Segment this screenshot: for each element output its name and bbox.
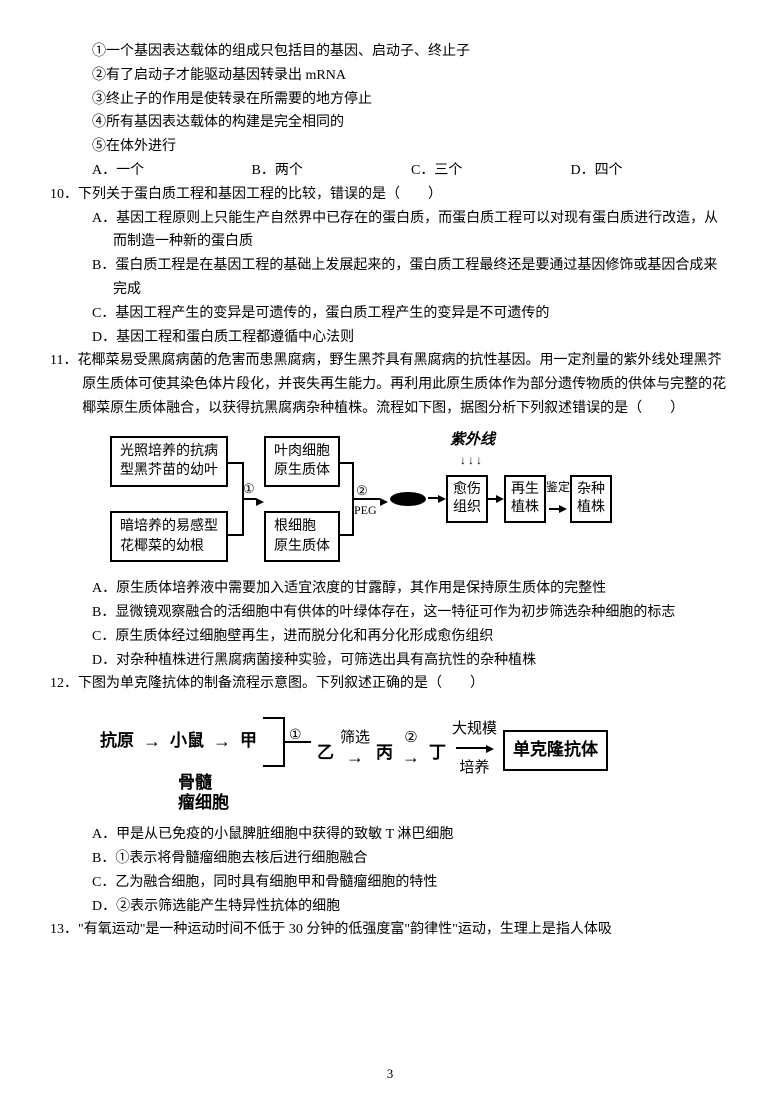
box-root-protoplast: 根细胞 原生质体 <box>264 511 340 562</box>
box-callus: 愈伤 组织 <box>446 475 488 523</box>
box-root-source: 暗培养的易感型 花椰菜的幼根 <box>110 511 228 562</box>
d2-culture2: 培养 <box>460 759 490 777</box>
petri-dish-icon <box>390 492 426 506</box>
q12-b: B．①表示将骨髓瘤细胞去核后进行细胞融合 <box>50 847 730 871</box>
box2-line2: 花椰菜的幼根 <box>120 537 218 557</box>
q11-d: D．对杂种植株进行黑腐病菌接种实验，可筛选出具有高抗性的杂种植株 <box>50 649 730 673</box>
arrow-icon: → <box>399 747 423 769</box>
d2-bing: 丙 <box>376 739 393 768</box>
arrow-icon <box>496 487 504 511</box>
arrow-icon: → <box>343 747 367 769</box>
opt-b: B．两个 <box>252 159 412 183</box>
d2-result: 单克隆抗体 <box>503 730 608 771</box>
diagram-cell-fusion: 紫外线 ↓↓↓ 光照培养的抗病 型黑芥苗的幼叶 暗培养的易感型 花椰菜的幼根 ① <box>110 436 690 562</box>
q12-d: D．②表示筛选能产生特异性抗体的细胞 <box>50 895 730 919</box>
q11-c: C．原生质体经过细胞壁再生，进而脱分化和再分化形成愈伤组织 <box>50 625 730 649</box>
q10-d: D．基因工程和蛋白质工程都遵循中心法则 <box>50 326 730 350</box>
q12-c: C．乙为融合细胞，同时具有细胞甲和骨髓瘤细胞的特性 <box>50 871 730 895</box>
box1-line1: 光照培养的抗病 <box>120 442 218 462</box>
q12-a: A．甲是从已免疫的小鼠脾脏细胞中获得的致敏 T 淋巴细胞 <box>50 823 730 847</box>
d2-myeloma1: 骨髓 <box>178 773 700 793</box>
q10-b: B．蛋白质工程是在基因工程的基础上发展起来的，蛋白质工程最终还是要通过基因修饰或… <box>71 254 730 302</box>
q12-stem: 12．下图为单克隆抗体的制备流程示意图。下列叙述正确的是（ ） <box>50 672 730 696</box>
box-regen-plant: 再生 植株 <box>504 475 546 523</box>
d2-mouse: 小鼠 <box>170 727 204 756</box>
diagram-monoclonal: 抗原 → 小鼠 → 甲 ① 乙 筛选 → 丙 ② → 丁 大规模 培养 单克隆抗… <box>100 706 700 813</box>
d2-screen: 筛选 <box>340 729 370 747</box>
arrow-icon <box>486 738 494 758</box>
d2-antigen: 抗原 <box>100 727 134 756</box>
q11-a: A．原生质体培养液中需要加入适宜浓度的甘露醇，其作用是保持原生质体的完整性 <box>50 577 730 601</box>
q13-stem: 13．"有氧运动"是一种运动时间不低于 30 分钟的低强度富"韵律性"运动，生理… <box>50 918 730 942</box>
arrow-icon <box>256 490 264 514</box>
peg-label: PEG <box>354 500 377 520</box>
box6-text: 再生 植株 <box>511 481 539 517</box>
statement-4: ④所有基因表达载体的构建是完全相同的 <box>50 111 730 135</box>
d2-circle-2: ② <box>404 729 417 747</box>
box5-text: 愈伤 组织 <box>453 481 481 517</box>
statement-1: ①一个基因表达载体的组成只包括目的基因、启动子、终止子 <box>50 40 730 64</box>
q10-c: C．基因工程产生的变异是可遗传的，蛋白质工程产生的变异是不可遗传的 <box>50 302 730 326</box>
opt-a: A．一个 <box>92 159 252 183</box>
q10-a: A．基因工程原则上只能生产自然界中已存在的蛋白质，而蛋白质工程可以对现有蛋白质进… <box>71 207 730 255</box>
arrow-icon: → <box>140 726 164 757</box>
box8-text: 杂种 植株 <box>577 481 605 517</box>
box2-line1: 暗培养的易感型 <box>120 517 218 537</box>
arrow-icon <box>438 487 446 511</box>
q11-stem: 11．花椰菜易受黑腐病菌的危害而患黑腐病，野生黑芥具有黑腐病的抗性基因。用一定剂… <box>50 349 730 420</box>
arrow-icon: → <box>210 726 234 757</box>
box3-line1: 叶肉细胞 <box>274 442 330 462</box>
options-row-9: A．一个 B．两个 C．三个 D．四个 <box>50 159 730 183</box>
statement-3: ③终止子的作用是使转录在所需要的地方停止 <box>50 88 730 112</box>
d2-culture1: 大规模 <box>452 720 497 738</box>
identify-label: 鉴定 <box>546 477 570 497</box>
arrow-icon <box>559 497 567 521</box>
q11-b: B．显微镜观察融合的活细胞中有供体的叶绿体存在，这一特征可作为初步筛选杂种细胞的… <box>71 601 730 625</box>
opt-d: D．四个 <box>571 159 731 183</box>
box-leaf-protoplast: 叶肉细胞 原生质体 <box>264 436 340 487</box>
opt-c: C．三个 <box>411 159 571 183</box>
uv-arrows-icon: ↓↓↓ <box>460 450 484 470</box>
box4-line2: 原生质体 <box>274 537 330 557</box>
box4-line1: 根细胞 <box>274 517 330 537</box>
q10-stem: 10．下列关于蛋白质工程和基因工程的比较，错误的是（ ） <box>50 183 730 207</box>
box-leaf-source: 光照培养的抗病 型黑芥苗的幼叶 <box>110 436 228 487</box>
circle-1: ① <box>243 478 255 500</box>
statement-5: ⑤在体外进行 <box>50 135 730 159</box>
statement-2: ②有了启动子才能驱动基因转录出 mRNA <box>50 64 730 88</box>
d2-myeloma2: 瘤细胞 <box>178 793 700 813</box>
page-number: 3 <box>0 1063 780 1085</box>
d2-ding: 丁 <box>429 739 446 768</box>
circle-2: ② <box>356 480 368 502</box>
box-hybrid-plant: 杂种 植株 <box>570 475 612 523</box>
d2-jia: 甲 <box>240 727 257 756</box>
d2-circle-1: ① <box>289 723 302 747</box>
box1-line2: 型黑芥苗的幼叶 <box>120 461 218 481</box>
arrow-icon <box>380 490 388 514</box>
box3-line2: 原生质体 <box>274 461 330 481</box>
d2-yi: 乙 <box>317 739 334 768</box>
